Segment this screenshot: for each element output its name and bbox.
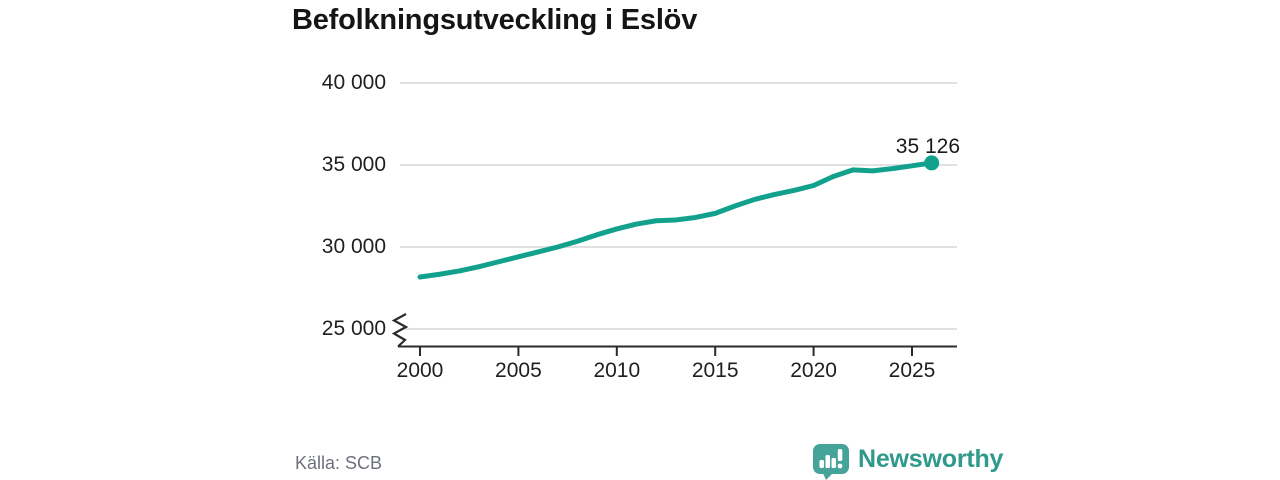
- latest-point-marker: [924, 155, 940, 171]
- latest-value-label: 35 126: [895, 135, 960, 158]
- newsworthy-logo-text: Newsworthy: [858, 445, 1004, 473]
- population-line: [417, 160, 935, 280]
- axis-break-icon: [391, 313, 409, 348]
- newsworthy-logo: Newsworthy: [812, 443, 1003, 480]
- bar-chart-bubble-icon: [813, 444, 849, 480]
- source-note: Källa: SCB: [295, 453, 383, 473]
- page-title: Befolkningsutveckling i Eslöv: [292, 4, 698, 36]
